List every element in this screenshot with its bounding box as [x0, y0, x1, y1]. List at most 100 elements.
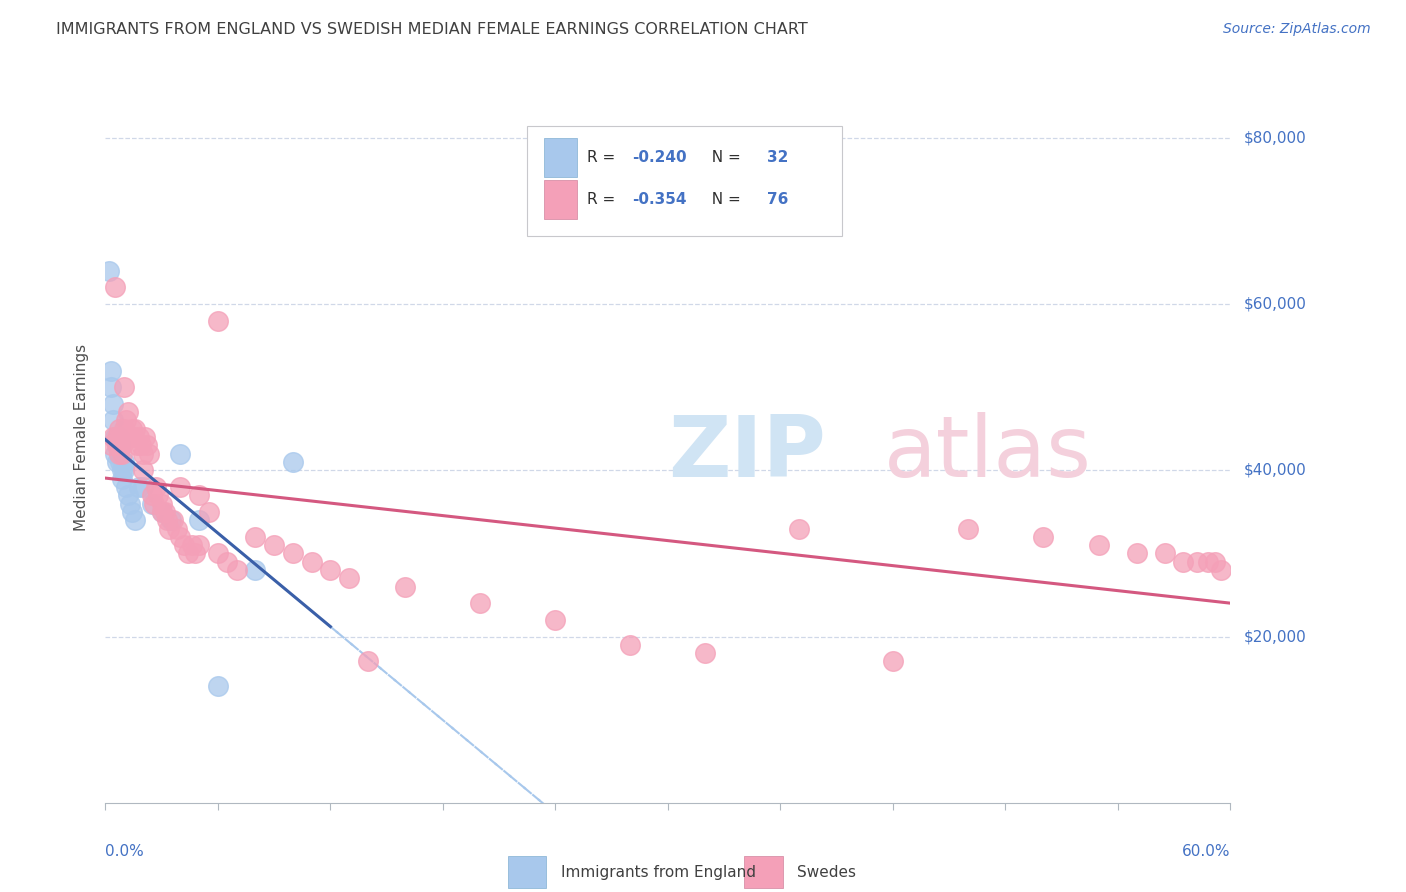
Point	[157, 521, 180, 535]
Point	[105, 438, 128, 452]
Text: ZIP: ZIP	[668, 412, 825, 495]
Point	[1197, 555, 1219, 569]
Text: -0.354: -0.354	[631, 192, 686, 207]
Point	[544, 613, 567, 627]
Text: 76: 76	[766, 192, 789, 207]
Point	[146, 488, 169, 502]
Point	[160, 513, 183, 527]
Point	[281, 546, 304, 560]
Point	[173, 538, 195, 552]
Point	[118, 430, 141, 444]
Point	[143, 497, 166, 511]
Point	[101, 430, 124, 444]
Point	[150, 505, 173, 519]
Point	[188, 488, 211, 502]
Point	[112, 455, 135, 469]
Point	[110, 438, 132, 452]
Point	[110, 438, 132, 452]
Point	[619, 638, 641, 652]
Point	[105, 430, 128, 444]
Point	[111, 438, 134, 452]
Point	[111, 472, 134, 486]
Point	[188, 538, 211, 552]
Text: $80,000: $80,000	[1244, 130, 1308, 145]
Text: R =: R =	[586, 150, 620, 165]
Text: 60.0%: 60.0%	[1182, 845, 1230, 860]
Point	[132, 447, 155, 461]
Point	[166, 521, 188, 535]
Text: N =: N =	[702, 150, 745, 165]
Point	[117, 405, 139, 419]
Point	[129, 438, 152, 452]
Point	[1209, 563, 1232, 577]
Text: R =: R =	[586, 192, 620, 207]
Point	[1088, 538, 1111, 552]
Point	[162, 513, 184, 527]
Point	[141, 488, 163, 502]
Point	[1185, 555, 1208, 569]
Point	[188, 513, 211, 527]
Point	[127, 438, 149, 452]
Point	[124, 422, 146, 436]
Point	[470, 596, 492, 610]
FancyBboxPatch shape	[527, 126, 842, 235]
Point	[110, 430, 132, 444]
Point	[1173, 555, 1195, 569]
Point	[135, 438, 157, 452]
Point	[184, 546, 207, 560]
Point	[394, 580, 416, 594]
Point	[169, 530, 191, 544]
Point	[882, 655, 904, 669]
Point	[98, 264, 121, 278]
Point	[112, 422, 135, 436]
Point	[150, 505, 173, 519]
Y-axis label: Median Female Earnings: Median Female Earnings	[75, 343, 90, 531]
Point	[956, 521, 979, 535]
Point	[112, 380, 135, 394]
Point	[169, 480, 191, 494]
Point	[104, 280, 127, 294]
FancyBboxPatch shape	[544, 179, 576, 219]
Point	[180, 538, 202, 552]
Point	[115, 480, 138, 494]
Point	[128, 480, 150, 494]
Text: 0.0%: 0.0%	[105, 845, 145, 860]
Point	[101, 397, 124, 411]
Point	[107, 447, 129, 461]
Point	[156, 513, 179, 527]
Point	[141, 497, 163, 511]
Point	[245, 563, 267, 577]
Point	[207, 546, 229, 560]
Point	[112, 463, 135, 477]
Point	[124, 513, 146, 527]
Text: 32: 32	[766, 150, 789, 165]
Text: $40,000: $40,000	[1244, 463, 1308, 478]
FancyBboxPatch shape	[744, 856, 783, 888]
Text: Immigrants from England: Immigrants from England	[561, 864, 756, 880]
Point	[107, 430, 129, 444]
Point	[100, 438, 122, 452]
Text: atlas: atlas	[883, 412, 1091, 495]
Point	[100, 363, 122, 377]
Text: Swedes: Swedes	[797, 864, 856, 880]
Point	[245, 530, 267, 544]
Point	[225, 563, 247, 577]
Point	[134, 430, 156, 444]
Point	[107, 422, 129, 436]
Point	[281, 455, 304, 469]
Point	[105, 438, 128, 452]
Point	[177, 546, 200, 560]
Text: $20,000: $20,000	[1244, 629, 1308, 644]
Point	[111, 447, 134, 461]
Point	[132, 463, 155, 477]
Point	[263, 538, 285, 552]
Point	[132, 480, 155, 494]
Point	[110, 455, 132, 469]
Point	[117, 488, 139, 502]
Point	[121, 422, 143, 436]
Point	[100, 380, 122, 394]
Point	[115, 413, 138, 427]
Text: $60,000: $60,000	[1244, 297, 1308, 311]
Point	[197, 505, 219, 519]
Point	[787, 521, 810, 535]
